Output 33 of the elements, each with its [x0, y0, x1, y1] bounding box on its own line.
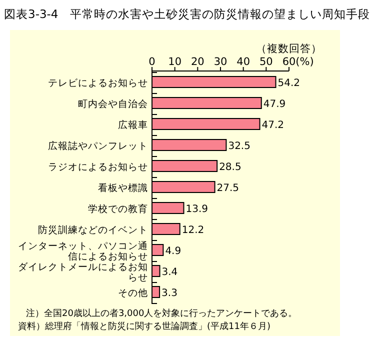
data-label: 54.2	[278, 78, 300, 89]
category: テレビによるお知らせ	[48, 78, 148, 89]
data-label: 47.9	[263, 99, 286, 110]
data-label: 28.5	[219, 162, 242, 173]
data-label: 4.9	[165, 246, 182, 257]
category: 防災訓練などのイベント	[38, 225, 148, 236]
data-label: 3.3	[162, 288, 178, 299]
data-label: 27.5	[216, 183, 240, 194]
category: ラジオによるお知らせ	[48, 162, 148, 173]
title: 図表3-3-4 平常時の水害や土砂災害の防災情報の望ましい周知手段	[4, 7, 370, 21]
annotation: 資料）総理府「情報と防災に関する世論調査」(平成11年６月)	[18, 322, 270, 332]
xtick: 20	[190, 56, 204, 68]
data-label: 32.5	[228, 141, 250, 152]
category: 看板や標識	[98, 183, 148, 194]
category: インターネット、パソコン通信によるお知らせ	[18, 240, 148, 262]
xtick: 40	[236, 56, 250, 68]
category: 町内会や自治会	[78, 99, 148, 110]
annotation: 注）全国20歳以上の者3,000人を対象に行ったアンケートである。	[26, 309, 298, 319]
xtick: 0	[148, 56, 156, 68]
data-label: 3.4	[162, 267, 178, 278]
category: 学校での教育	[88, 204, 148, 215]
category: 広報誌やパンフレット	[48, 141, 148, 152]
data-label: 12.2	[182, 225, 204, 236]
data-label: 47.2	[262, 120, 284, 131]
data-label: 13.9	[186, 204, 208, 215]
category: その他	[118, 288, 148, 299]
xtick: 30	[214, 56, 228, 68]
category: 広報車	[118, 120, 148, 131]
xtick: 60(%)	[282, 56, 314, 68]
xtick: 10	[168, 56, 182, 68]
category: ダイレクトメールによるお知らせ	[18, 262, 148, 284]
xtick: 50	[259, 56, 273, 68]
subtitle: （複数回答）	[256, 43, 322, 55]
